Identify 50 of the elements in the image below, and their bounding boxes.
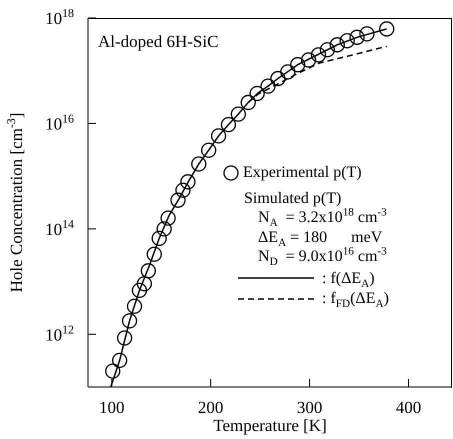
point bbox=[175, 182, 191, 198]
point bbox=[105, 363, 120, 379]
x-tick-label: 300 bbox=[296, 398, 322, 417]
point bbox=[310, 47, 326, 62]
point bbox=[270, 70, 286, 86]
point bbox=[379, 21, 394, 37]
point bbox=[280, 64, 296, 80]
annotation: Simulated p(T) bbox=[244, 188, 342, 208]
legend-label: : f$_{FD}$(ΔE$_{A}$) bbox=[322, 289, 389, 310]
point bbox=[230, 106, 246, 122]
y-tick-label: 10$^{14}$ bbox=[45, 216, 74, 239]
point bbox=[112, 352, 128, 368]
point bbox=[201, 142, 216, 158]
point bbox=[260, 78, 276, 94]
annotation: Al-doped 6H-SiC bbox=[98, 32, 218, 52]
point bbox=[320, 42, 336, 58]
point bbox=[160, 210, 176, 226]
point bbox=[290, 57, 306, 72]
point bbox=[140, 263, 156, 278]
point bbox=[116, 330, 132, 346]
point bbox=[180, 174, 196, 190]
point bbox=[156, 221, 172, 237]
point bbox=[152, 230, 167, 246]
legend-label: : f(ΔE$_{A}$) bbox=[322, 268, 375, 290]
point bbox=[126, 298, 142, 314]
point bbox=[122, 313, 138, 328]
annotation: N$_{D}$ = 9.0x10$^{16}$ cm$^{-3}$ bbox=[258, 246, 388, 268]
point bbox=[170, 192, 186, 208]
point bbox=[349, 30, 365, 45]
point bbox=[136, 276, 152, 292]
y-tick-label: 10$^{16}$ bbox=[45, 111, 74, 134]
point bbox=[340, 33, 355, 48]
x-tick-label: 400 bbox=[396, 398, 422, 417]
x-axis-title: Temperature [K] bbox=[213, 416, 327, 435]
point bbox=[330, 37, 345, 52]
point bbox=[210, 128, 226, 144]
point bbox=[249, 86, 265, 102]
point bbox=[359, 26, 375, 42]
point bbox=[220, 116, 236, 132]
y-tick-label: 10$^{18}$ bbox=[45, 6, 74, 28]
point bbox=[240, 94, 256, 110]
x-tick-label: 200 bbox=[198, 398, 224, 417]
y-tick-label: 10$^{12}$ bbox=[45, 322, 74, 344]
annotation: N$_{A}$ = 3.2x10$^{18}$ cm$^{-3}$ bbox=[258, 206, 388, 230]
point bbox=[132, 282, 148, 298]
point bbox=[191, 156, 206, 172]
point bbox=[146, 246, 162, 262]
x-tick-label: 100 bbox=[98, 398, 124, 417]
legend-label: Experimental p(T) bbox=[243, 163, 362, 182]
point bbox=[300, 52, 316, 68]
